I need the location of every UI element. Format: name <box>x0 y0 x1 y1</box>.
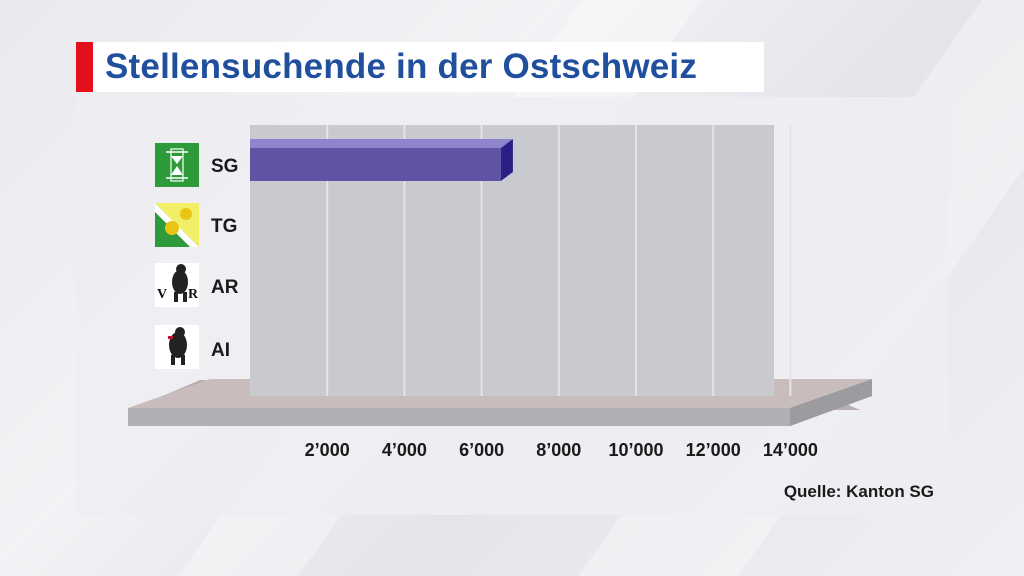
category-label-ar: AR <box>211 277 239 298</box>
x-axis-ticks: 2’000 4’000 6’000 8’000 10’000 12’000 14’000 <box>305 440 818 460</box>
x-tick-label: 2’000 <box>305 440 350 460</box>
x-tick-label: 8’000 <box>536 440 581 460</box>
bars <box>250 139 513 181</box>
title-accent <box>76 42 93 92</box>
category-sg: SG <box>155 143 238 187</box>
bar-front <box>250 148 501 181</box>
coat-of-arms-sg-icon <box>155 143 199 187</box>
coat-of-arms-ar-icon: V R <box>155 263 199 307</box>
category-ai: AI <box>155 325 230 369</box>
x-tick-label: 12’000 <box>686 440 741 460</box>
svg-text:V: V <box>157 287 167 302</box>
coat-of-arms-ai-icon <box>155 325 199 369</box>
category-label-ai: AI <box>211 340 230 361</box>
source-note: Quelle: Kanton SG <box>783 482 934 501</box>
x-tick-label: 10’000 <box>608 440 663 460</box>
category-label-sg: SG <box>211 156 238 177</box>
x-tick-label: 6’000 <box>459 440 504 460</box>
page-title: Stellensuchende in der Ostschweiz <box>105 47 698 86</box>
category-tg: TG <box>155 203 237 247</box>
x-tick-label: 4’000 <box>382 440 427 460</box>
bar-side <box>500 139 513 181</box>
title-bar <box>76 42 764 92</box>
coat-of-arms-tg-icon <box>155 203 199 247</box>
x-tick-label: 14’000 <box>763 440 818 460</box>
svg-text:R: R <box>188 287 199 302</box>
bar-sg <box>250 139 513 181</box>
bar-top <box>250 139 513 148</box>
category-ar: V R AR <box>155 263 239 307</box>
category-label-tg: TG <box>211 216 237 237</box>
